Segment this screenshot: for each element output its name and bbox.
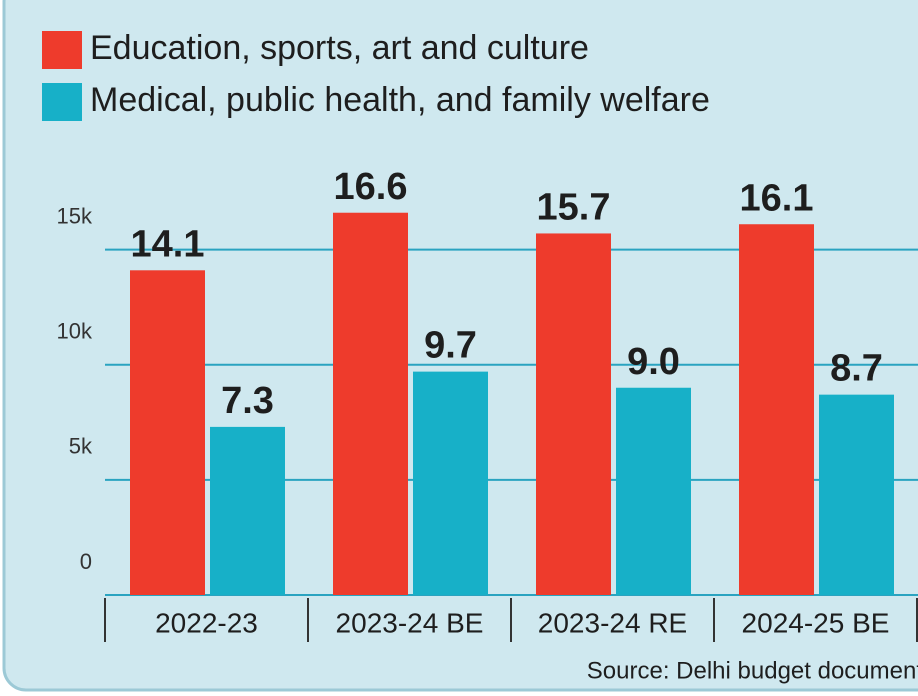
bar <box>536 233 611 596</box>
legend-label: Medical, public health, and family welfa… <box>90 81 710 119</box>
data-label: 16.6 <box>334 166 408 208</box>
legend-label: Education, sports, art and culture <box>90 29 589 67</box>
data-label: 15.7 <box>537 186 611 228</box>
data-label: 8.7 <box>830 348 883 390</box>
data-label: 9.0 <box>627 341 680 383</box>
y-tick-label: 5k <box>69 434 93 459</box>
bar <box>739 224 814 596</box>
data-label: 16.1 <box>740 177 814 219</box>
bar <box>819 394 894 595</box>
legend-swatch <box>42 83 82 121</box>
data-label: 14.1 <box>131 223 205 265</box>
data-label: 9.7 <box>424 325 477 367</box>
y-tick-label: 10k <box>57 319 93 344</box>
bar <box>333 212 408 595</box>
bar <box>210 426 285 595</box>
x-tick-label: 2022-23 <box>155 607 258 638</box>
bar <box>130 270 205 595</box>
data-label: 7.3 <box>221 380 274 422</box>
legend-swatch <box>42 31 82 69</box>
source: Source: Delhi budget documents <box>587 657 918 684</box>
bar <box>413 371 488 595</box>
y-tick-label: 15k <box>57 203 93 228</box>
x-tick-label: 2023-24 RE <box>538 607 687 638</box>
x-tick-label: 2023-24 BE <box>336 607 484 638</box>
y-tick-label: 0 <box>80 549 92 574</box>
bar <box>616 387 691 595</box>
x-tick-label: 2024-25 BE <box>742 607 890 638</box>
